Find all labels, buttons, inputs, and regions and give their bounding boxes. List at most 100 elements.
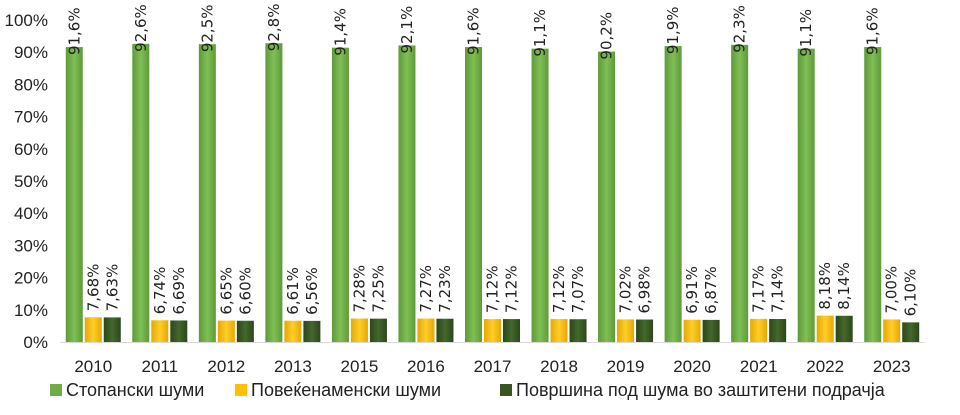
x-tick-label: 2013 <box>274 357 312 376</box>
legend: Стопански шуми Повеќенаменски шуми Површин… <box>50 380 886 400</box>
y-tick-label: 90% <box>14 43 48 62</box>
bar-series-3 <box>436 318 454 342</box>
legend-swatch <box>500 384 512 396</box>
bar-series-2 <box>617 319 635 342</box>
x-tick-label: 2018 <box>540 357 578 376</box>
data-label-series-3: 6,56% <box>303 267 321 315</box>
data-label-series-3: 6,98% <box>636 266 654 314</box>
bar-series-3 <box>902 322 920 342</box>
data-label-series-2: 7,28% <box>350 265 368 313</box>
x-tick-label: 2011 <box>142 357 179 376</box>
y-tick-label: 60% <box>14 140 48 159</box>
data-label-series-3: 7,12% <box>503 265 521 313</box>
bar-series-2 <box>883 319 901 342</box>
bar-series-2 <box>484 319 501 342</box>
bar-series-1 <box>664 46 682 342</box>
data-label-series-2: 7,12% <box>550 265 568 313</box>
bar-series-1 <box>331 47 349 342</box>
bar-series-1 <box>797 48 815 343</box>
legend-item-zastiteni: Површина под шума во заштитени подрачја <box>500 380 886 400</box>
x-tick-label: 2023 <box>873 357 911 376</box>
data-label-series-3: 7,14% <box>769 265 787 313</box>
bar-series-3 <box>769 319 787 342</box>
y-tick-label: 50% <box>14 172 48 191</box>
bar-series-2 <box>550 319 568 342</box>
data-label-series-2: 7,02% <box>617 266 635 314</box>
data-label-series-1: 92,3% <box>731 5 749 53</box>
legend-label: Повеќенаменски шуми <box>251 380 441 400</box>
bar-series-1 <box>864 47 882 342</box>
bar-series-3 <box>170 320 188 342</box>
x-tick-label: 2022 <box>806 357 844 376</box>
data-label-series-1: 92,5% <box>198 4 216 52</box>
data-label-series-2: 7,00% <box>883 266 901 314</box>
data-label-series-3: 6,69% <box>170 267 188 315</box>
y-tick-label: 30% <box>14 236 48 255</box>
y-tick-label: 10% <box>14 301 48 320</box>
data-label-series-3: 7,07% <box>569 266 587 314</box>
y-tick-label: 40% <box>14 204 48 223</box>
bar-series-2 <box>350 318 368 342</box>
data-label-series-3: 8,14% <box>835 262 853 310</box>
data-label-series-3: 7,63% <box>103 264 121 312</box>
y-axis: 0% 10% 20% 30% 40% 50% 60% 70% 80% 90% 100% <box>5 11 48 352</box>
bar-series-3 <box>569 319 587 342</box>
bar-series-3 <box>103 317 121 342</box>
bar-series-2 <box>816 315 834 342</box>
data-label-series-1: 92,1% <box>398 6 416 54</box>
data-label-series-2: 6,74% <box>151 267 169 315</box>
data-label-series-2: 6,65% <box>217 267 235 315</box>
bar-series-3 <box>702 319 720 342</box>
legend-swatch <box>50 384 62 396</box>
bar-series-1 <box>465 47 482 342</box>
data-label-series-1: 92,6% <box>132 4 150 52</box>
data-label-series-3: 6,60% <box>236 267 254 315</box>
bar-series-1 <box>731 44 749 342</box>
bar-series-1 <box>132 43 150 342</box>
bar-series-3 <box>503 319 520 342</box>
data-label-series-3: 6,10% <box>902 269 920 317</box>
data-label-series-1: 91,1% <box>531 9 549 57</box>
x-tick-label: 2017 <box>474 357 512 376</box>
bar-series-2 <box>417 318 435 342</box>
bar-series-3 <box>369 318 387 342</box>
bar-series-1 <box>398 45 416 343</box>
data-label-series-2: 7,17% <box>750 265 768 313</box>
bar-series-2 <box>217 320 235 342</box>
data-label-series-3: 7,23% <box>436 265 454 313</box>
x-axis: 2010 2011 2012 2013 2015 2016 2017 2018 2019 2020… <box>60 342 925 376</box>
legend-item-stopanski: Стопански шуми <box>50 380 204 400</box>
y-tick-label: 70% <box>14 108 48 127</box>
y-tick-label: 0% <box>23 333 48 352</box>
x-tick-label: 2015 <box>341 357 379 376</box>
x-tick-label: 2019 <box>607 357 645 376</box>
bar-series-2 <box>151 320 169 342</box>
data-label-series-2: 7,68% <box>84 264 102 312</box>
data-label-series-2: 8,18% <box>816 262 834 310</box>
data-label-series-3: 7,25% <box>369 265 387 313</box>
bar-series-3 <box>636 319 654 342</box>
data-labels-group: 91,6% 92,6% 92,5% 92,8% 91,4% 92,1% 91,6% 91,1%… <box>65 4 919 317</box>
y-tick-label: 20% <box>14 269 48 288</box>
data-label-series-1: 91,4% <box>331 8 349 56</box>
data-label-series-1: 91,6% <box>864 7 882 55</box>
data-label-series-1: 90,2% <box>598 12 616 60</box>
bar-series-3 <box>236 320 254 342</box>
bar-series-3 <box>303 320 321 342</box>
data-label-series-2: 7,12% <box>484 265 502 313</box>
x-tick-label: 2010 <box>74 357 112 376</box>
bar-series-1 <box>598 51 616 342</box>
x-tick-label: 2020 <box>673 357 711 376</box>
data-label-series-1: 91,6% <box>465 7 483 55</box>
data-label-series-1: 91,1% <box>797 9 815 57</box>
x-tick-label: 2016 <box>407 357 445 376</box>
bar-series-1 <box>198 44 216 343</box>
data-label-series-1: 92,8% <box>265 4 283 52</box>
y-tick-label: 100% <box>5 11 48 30</box>
bars-group <box>65 43 920 343</box>
bar-series-2 <box>750 318 768 342</box>
bar-series-2 <box>683 319 701 342</box>
bar-series-1 <box>65 47 83 342</box>
